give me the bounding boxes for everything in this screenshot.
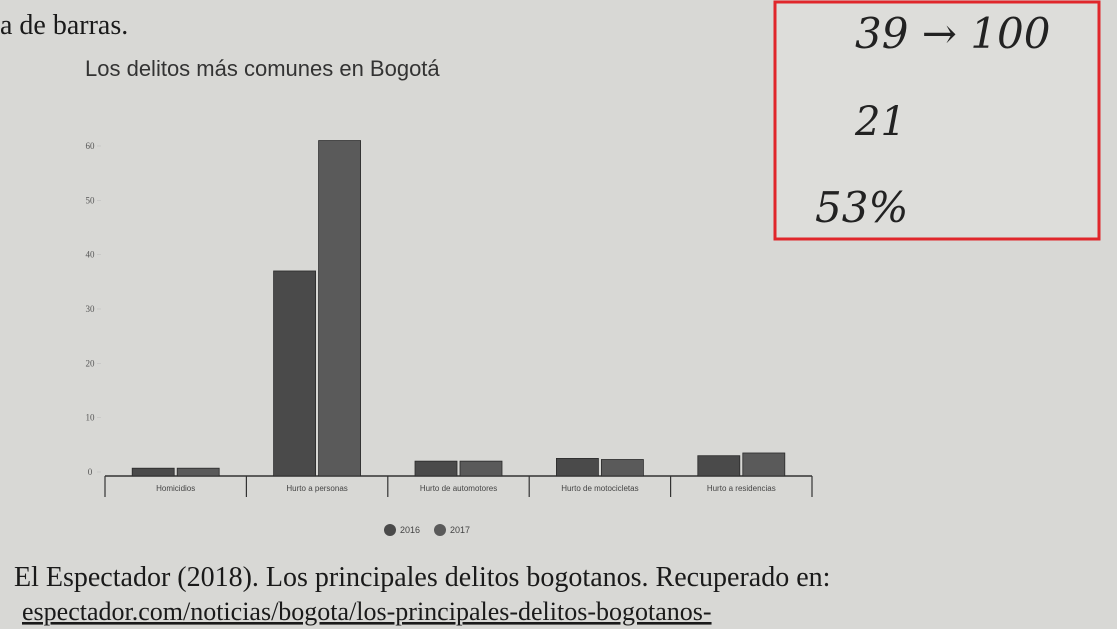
x-tick-label: Hurto de motocicletas [561, 484, 638, 493]
bar [274, 271, 316, 476]
legend-label: 2017 [450, 525, 470, 535]
chart-title: Los delitos más comunes en Bogotá [85, 56, 440, 81]
source-text: El Espectador (2018). Los principales de… [14, 562, 830, 593]
y-tick-label: 10 [86, 413, 96, 423]
bar [556, 458, 598, 476]
page: a de barras. Los delitos más comunes en … [0, 0, 1117, 629]
y-tick-label: 40 [86, 250, 96, 260]
x-tick-label: Homicidios [156, 484, 195, 493]
y-tick-label: 20 [86, 358, 96, 368]
legend-marker [434, 524, 446, 536]
y-tick-label: 0 [88, 467, 93, 477]
bar [460, 461, 502, 476]
x-tick-label: Hurto de automotores [420, 484, 497, 493]
bar [698, 456, 740, 476]
y-tick-label: 60 [86, 141, 96, 151]
y-tick-label: 30 [86, 304, 96, 314]
bar [743, 453, 785, 476]
legend-marker [384, 524, 396, 536]
handwritten-note: 53% [815, 183, 908, 232]
bar [132, 468, 174, 476]
bar [601, 460, 643, 476]
legend-label: 2016 [400, 525, 420, 535]
y-tick-label: 50 [86, 195, 96, 205]
bar [319, 141, 361, 476]
header-text: a de barras. [0, 10, 128, 41]
photo: a de barras. Los delitos más comunes en … [0, 0, 1117, 629]
handwritten-note: 39 → 100 [855, 9, 1051, 58]
bar [415, 461, 457, 476]
url-text: espectador.com/noticias/bogota/los-princ… [22, 597, 712, 626]
x-tick-label: Hurto a residencias [707, 484, 776, 493]
bar [177, 468, 219, 476]
x-tick-label: Hurto a personas [286, 484, 347, 493]
handwritten-note: 21 [854, 99, 906, 145]
